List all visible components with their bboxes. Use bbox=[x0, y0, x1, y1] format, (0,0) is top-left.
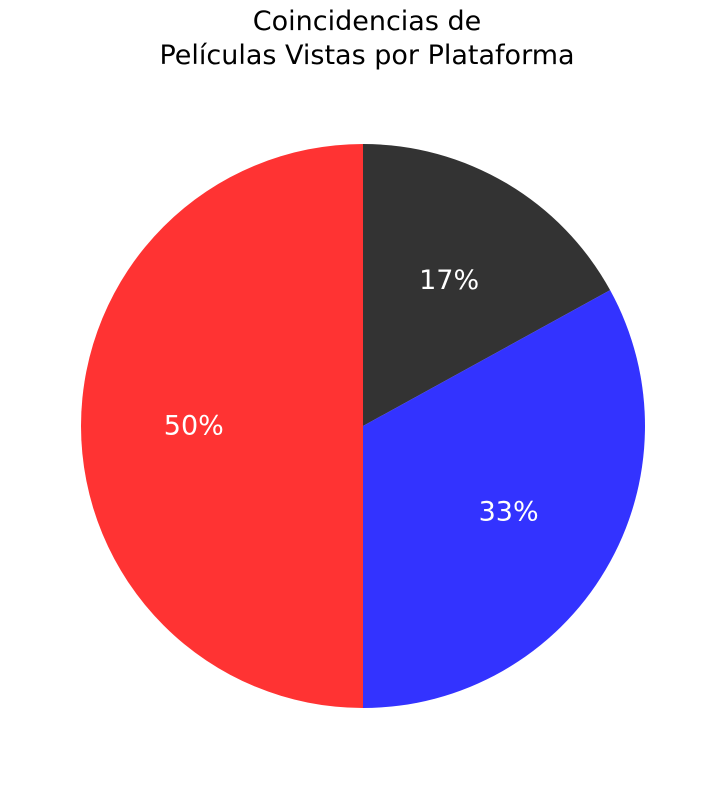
chart-title-line-1: Coincidencias de bbox=[252, 6, 482, 37]
pie-slice-1 bbox=[363, 290, 645, 708]
pie-slice-label-2: 50% bbox=[164, 411, 224, 442]
chart-title: Coincidencias de Películas Vistas por Pl… bbox=[0, 5, 726, 73]
pie-slice-2 bbox=[81, 144, 363, 708]
pie-slice-0 bbox=[363, 144, 611, 426]
pie-slice-label-1: 33% bbox=[479, 497, 539, 528]
chart-title-line-2: Películas Vistas por Plataforma bbox=[159, 40, 575, 71]
pie-slice-label-0: 17% bbox=[419, 265, 479, 296]
